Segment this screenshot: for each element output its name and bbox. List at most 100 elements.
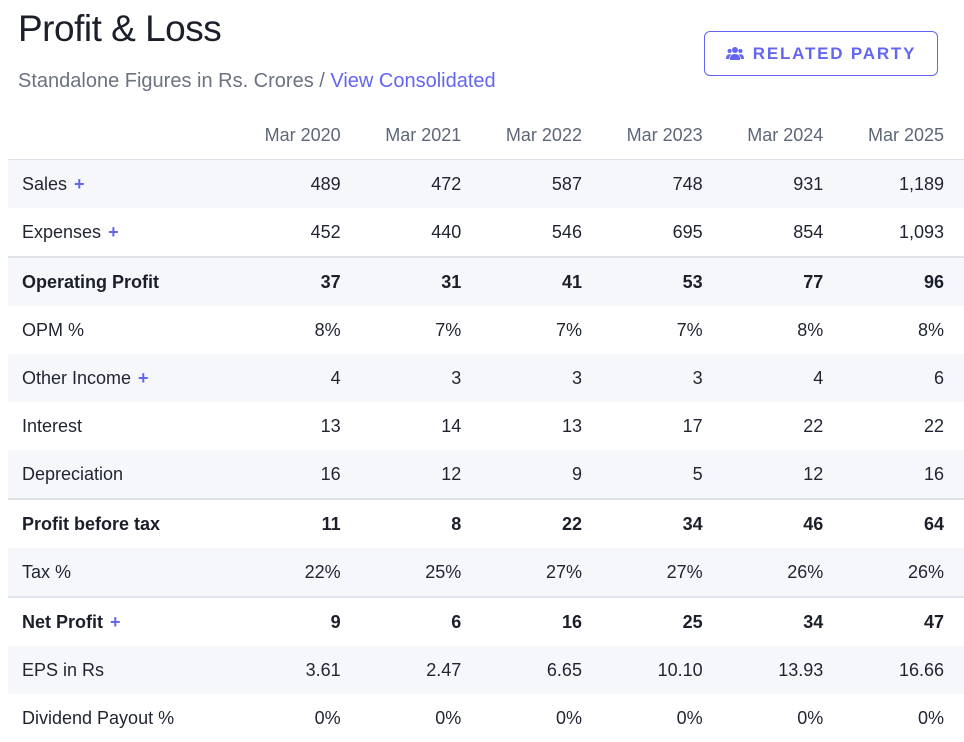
table-cell: 22 <box>723 402 844 450</box>
table-cell: 7% <box>481 306 602 354</box>
row-label: Interest <box>8 402 240 450</box>
row-label-text: EPS in Rs <box>22 660 104 680</box>
table-cell: 14 <box>361 402 482 450</box>
row-label: Tax % <box>8 548 240 597</box>
table-cell: 3 <box>602 354 723 402</box>
table-cell: 16.66 <box>843 646 964 694</box>
related-party-button[interactable]: RELATED PARTY <box>704 31 938 76</box>
expand-plus-icon[interactable]: + <box>138 368 149 388</box>
table-cell: 8% <box>843 306 964 354</box>
table-cell: 26% <box>723 548 844 597</box>
expand-plus-icon[interactable]: + <box>74 174 85 194</box>
row-label-text: Sales <box>22 174 67 194</box>
row-label-text: OPM % <box>22 320 84 340</box>
subtitle: Standalone Figures in Rs. Crores / View … <box>18 70 496 93</box>
page-title: Profit & Loss <box>18 8 221 50</box>
label-column-header <box>8 111 240 160</box>
column-header: Mar 2022 <box>481 111 602 160</box>
table-row: Tax %22%25%27%27%26%26% <box>8 548 964 597</box>
table-cell: 5 <box>602 450 723 499</box>
related-party-label: RELATED PARTY <box>753 44 917 64</box>
table-cell: 472 <box>361 160 482 209</box>
table-cell: 13.93 <box>723 646 844 694</box>
row-label[interactable]: Other Income + <box>8 354 240 402</box>
row-label[interactable]: Expenses+ <box>8 208 240 257</box>
table-cell: 4 <box>723 354 844 402</box>
row-label-text: Other Income <box>22 368 131 388</box>
table-cell: 6 <box>843 354 964 402</box>
row-label-text: Profit before tax <box>22 514 160 534</box>
table-cell: 96 <box>843 257 964 306</box>
expand-plus-icon[interactable]: + <box>110 612 121 632</box>
row-label: Depreciation <box>8 450 240 499</box>
table-cell: 8% <box>240 306 361 354</box>
table-cell: 0% <box>481 694 602 742</box>
table-cell: 16 <box>843 450 964 499</box>
row-label: Profit before tax <box>8 499 240 548</box>
table-cell: 8 <box>361 499 482 548</box>
table-cell: 46 <box>723 499 844 548</box>
row-label[interactable]: Sales + <box>8 160 240 209</box>
table-cell: 6.65 <box>481 646 602 694</box>
table-cell: 27% <box>602 548 723 597</box>
table-cell: 13 <box>240 402 361 450</box>
table-cell: 7% <box>361 306 482 354</box>
table-cell: 77 <box>723 257 844 306</box>
table-cell: 12 <box>361 450 482 499</box>
table-cell: 22 <box>843 402 964 450</box>
table-cell: 489 <box>240 160 361 209</box>
column-header: Mar 2023 <box>602 111 723 160</box>
table-cell: 64 <box>843 499 964 548</box>
table-cell: 47 <box>843 597 964 646</box>
table-cell: 16 <box>481 597 602 646</box>
expand-plus-icon[interactable]: + <box>108 222 119 242</box>
table-cell: 931 <box>723 160 844 209</box>
row-label-text: Operating Profit <box>22 272 159 292</box>
row-label-text: Depreciation <box>22 464 123 484</box>
users-icon <box>726 46 744 61</box>
table-row: Dividend Payout %0%0%0%0%0%0% <box>8 694 964 742</box>
table-cell: 8% <box>723 306 844 354</box>
view-consolidated-link[interactable]: View Consolidated <box>330 70 495 92</box>
table-cell: 0% <box>240 694 361 742</box>
table-cell: 854 <box>723 208 844 257</box>
table-cell: 53 <box>602 257 723 306</box>
table-cell: 748 <box>602 160 723 209</box>
table-cell: 12 <box>723 450 844 499</box>
table-cell: 0% <box>843 694 964 742</box>
table-cell: 0% <box>361 694 482 742</box>
table-cell: 3 <box>481 354 602 402</box>
table-cell: 440 <box>361 208 482 257</box>
table-cell: 695 <box>602 208 723 257</box>
table-cell: 25 <box>602 597 723 646</box>
table-cell: 26% <box>843 548 964 597</box>
table-cell: 13 <box>481 402 602 450</box>
table-cell: 0% <box>723 694 844 742</box>
row-label: Operating Profit <box>8 257 240 306</box>
row-label-text: Dividend Payout % <box>22 708 174 728</box>
column-header: Mar 2025 <box>843 111 964 160</box>
table-cell: 546 <box>481 208 602 257</box>
table-cell: 22 <box>481 499 602 548</box>
row-label: EPS in Rs <box>8 646 240 694</box>
table-cell: 9 <box>240 597 361 646</box>
table-cell: 1,189 <box>843 160 964 209</box>
table-cell: 10.10 <box>602 646 723 694</box>
table-cell: 3.61 <box>240 646 361 694</box>
table-cell: 1,093 <box>843 208 964 257</box>
column-header: Mar 2024 <box>723 111 844 160</box>
table-cell: 452 <box>240 208 361 257</box>
row-label[interactable]: Net Profit+ <box>8 597 240 646</box>
